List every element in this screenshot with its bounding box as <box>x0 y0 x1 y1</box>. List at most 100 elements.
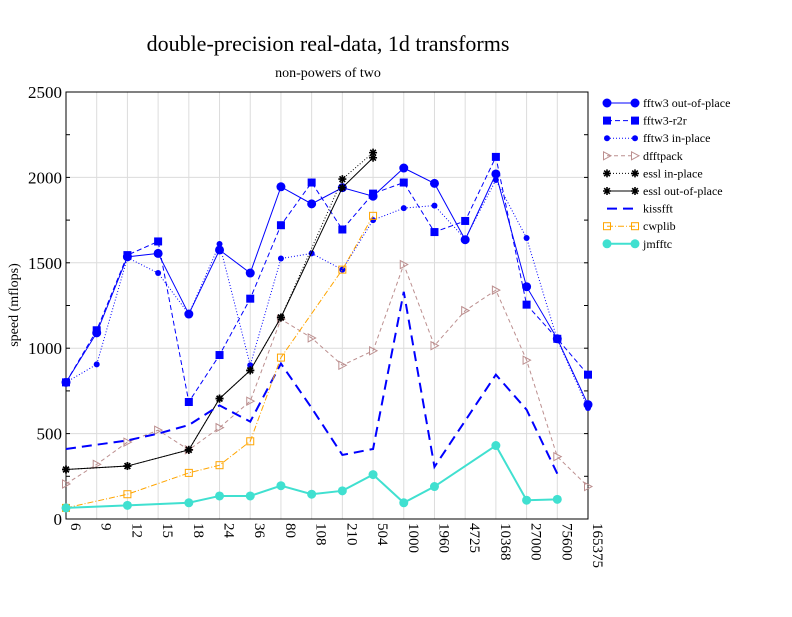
x-tick-label: 1960 <box>435 523 451 553</box>
series-cwplib <box>62 211 378 512</box>
y-tick-label: 1500 <box>28 254 62 273</box>
x-tick-label: 15 <box>159 523 175 538</box>
data-point <box>523 235 530 242</box>
data-point <box>338 183 347 192</box>
series-line <box>65 215 374 509</box>
legend-label: cwplib <box>643 219 676 233</box>
data-point <box>124 254 131 261</box>
series-line <box>65 155 589 404</box>
data-point <box>491 441 501 451</box>
data-point <box>338 175 347 184</box>
data-point <box>491 169 501 179</box>
series-fftw3-out-of-place <box>61 163 593 410</box>
x-tick-label: 1000 <box>405 523 421 553</box>
series-essl-out-of-place <box>62 153 378 474</box>
data-point <box>369 153 378 162</box>
data-point <box>461 216 470 225</box>
data-point <box>245 268 255 278</box>
legend-marker <box>630 239 640 249</box>
data-point <box>246 396 256 406</box>
x-tick-label: 165375 <box>589 523 605 568</box>
legend-marker <box>603 116 611 125</box>
legend: fftw3 out-of-place fftw3-r2r fftw3 in-plac… <box>602 96 730 251</box>
legend-marker <box>603 150 613 161</box>
data-point <box>585 404 591 411</box>
legend-marker <box>602 98 612 108</box>
legend-label: fftw3-r2r <box>643 114 687 128</box>
data-point <box>62 479 72 489</box>
data-point <box>61 503 71 513</box>
series-line <box>65 444 558 509</box>
data-point <box>215 461 224 470</box>
legend-marker <box>603 222 611 231</box>
series-fftw3-r2r <box>62 152 592 407</box>
y-tick-label: 0 <box>54 510 63 529</box>
data-point <box>399 178 408 187</box>
y-tick-label: 2500 <box>28 83 62 102</box>
data-point <box>430 340 440 351</box>
data-point <box>307 333 317 343</box>
chart-subtitle: non-powers of two <box>275 66 381 81</box>
legend-marker <box>631 169 639 178</box>
grid <box>65 91 589 520</box>
series-line <box>65 263 589 487</box>
data-point <box>123 490 132 499</box>
data-point <box>522 495 532 505</box>
data-point <box>154 425 164 436</box>
data-point <box>461 305 471 316</box>
data-point <box>63 379 69 386</box>
data-point <box>430 228 439 237</box>
legend-marker <box>602 239 612 249</box>
data-point <box>184 398 193 407</box>
x-tick-label: 210 <box>343 523 359 546</box>
data-point <box>246 437 255 446</box>
data-point <box>338 225 347 234</box>
legend-marker <box>631 150 641 161</box>
series-line <box>65 178 589 409</box>
data-point <box>491 152 500 161</box>
x-tick-label: 75600 <box>558 523 574 561</box>
y-tick-label: 2000 <box>28 168 62 187</box>
data-point <box>338 360 348 371</box>
data-point <box>276 221 285 230</box>
legend-marker <box>603 169 611 178</box>
data-point <box>277 255 284 262</box>
data-point <box>584 370 592 379</box>
x-tick-label: 4725 <box>466 523 482 553</box>
x-tick-label: 24 <box>221 523 237 539</box>
data-point <box>122 500 132 510</box>
data-point <box>276 481 286 491</box>
x-tick-label: 18 <box>190 523 206 538</box>
y-tick-label: 500 <box>37 425 63 444</box>
series-line <box>65 291 559 475</box>
x-tick-label: 504 <box>374 523 390 546</box>
x-tick-label: 10368 <box>497 523 513 561</box>
legend-label: jmfftc <box>642 237 672 251</box>
series-fftw3-in-place <box>63 176 591 411</box>
y-tick-label: 1000 <box>28 339 62 358</box>
legend-label: essl in-place <box>643 166 703 180</box>
data-point <box>369 211 378 220</box>
data-point <box>554 336 561 343</box>
x-tick-label: 36 <box>251 523 267 539</box>
series-kissfft <box>65 291 559 475</box>
data-point <box>123 437 133 447</box>
data-point <box>337 486 347 496</box>
data-point <box>185 311 192 318</box>
legend-marker <box>631 222 639 231</box>
axes: 6 9 12 15 18 24 36 80 108 210 504 1000 1960 4725 10368… <box>28 83 605 568</box>
data-point <box>369 189 378 198</box>
legend-marker <box>604 135 610 142</box>
x-tick-label: 27000 <box>528 523 544 561</box>
data-point <box>522 300 531 309</box>
series-dfftpack <box>62 259 594 492</box>
data-point <box>492 176 499 183</box>
series-group <box>61 148 594 513</box>
chart-title: double-precision real-data, 1d transform… <box>147 31 510 56</box>
legend-marker <box>603 187 611 195</box>
data-point <box>92 459 102 470</box>
data-point <box>215 351 224 360</box>
data-point <box>123 462 132 471</box>
x-tick-label: 6 <box>67 523 83 531</box>
